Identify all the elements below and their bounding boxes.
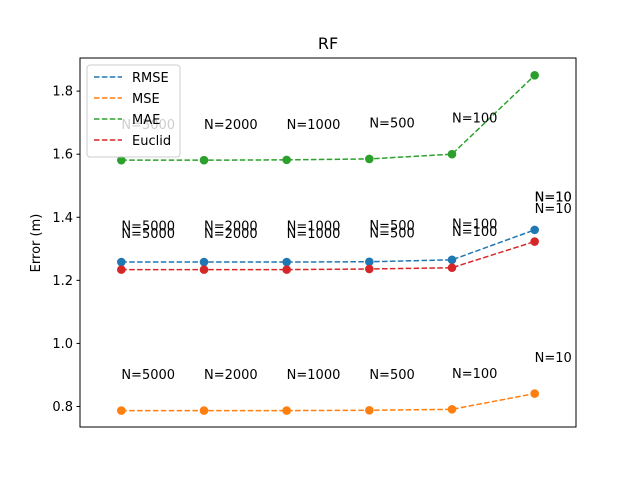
data-point-rmse bbox=[117, 257, 126, 267]
point-annotation: N=100 bbox=[452, 367, 497, 382]
point-annotation: N=500 bbox=[369, 368, 414, 383]
data-point-euclid bbox=[530, 237, 539, 246]
y-tick-label: 1.0 bbox=[52, 337, 73, 352]
data-point-mse bbox=[117, 406, 126, 415]
plot-frame bbox=[79, 57, 577, 428]
series-line-mae bbox=[121, 74, 536, 161]
point-annotation: N=100 bbox=[452, 225, 497, 240]
series-line-euclid bbox=[121, 240, 535, 271]
point-annotation: N=1000 bbox=[287, 118, 341, 133]
y-tick-label: 1.6 bbox=[52, 148, 73, 163]
plot-area: N=5000N=2000N=1000N=500N=100N=10N=5000N=… bbox=[52, 57, 577, 428]
legend-label-euclid: Euclid bbox=[132, 134, 171, 149]
point-annotation: N=1000 bbox=[287, 227, 341, 242]
data-point-euclid bbox=[199, 265, 209, 274]
point-annotation: N=1000 bbox=[287, 220, 341, 235]
point-annotation: N=10 bbox=[535, 351, 572, 366]
point-annotation: N=2000 bbox=[204, 227, 258, 242]
point-annotation: N=1000 bbox=[287, 368, 341, 383]
data-point-mse bbox=[530, 389, 539, 398]
data-point-mse bbox=[365, 405, 374, 415]
series-line-rmse bbox=[121, 229, 535, 263]
data-point-rmse bbox=[365, 257, 374, 267]
point-annotation: N=2000 bbox=[204, 220, 258, 235]
y-tick-label: 1.8 bbox=[52, 85, 73, 100]
data-point-rmse bbox=[447, 255, 457, 265]
data-point-rmse bbox=[530, 225, 539, 235]
y-tick-label: 1.2 bbox=[52, 274, 73, 289]
point-annotation: N=5000 bbox=[121, 220, 175, 235]
legend-box bbox=[86, 64, 181, 158]
data-point-rmse bbox=[199, 257, 209, 267]
data-point-mae bbox=[365, 154, 374, 164]
data-point-mse bbox=[282, 406, 291, 415]
point-annotation: N=100 bbox=[452, 217, 497, 232]
data-point-mse bbox=[199, 406, 209, 415]
legend-label-mae: MAE bbox=[132, 113, 160, 128]
point-annotation: N=500 bbox=[369, 226, 414, 241]
data-point-euclid bbox=[117, 265, 126, 274]
point-annotation: N=500 bbox=[369, 219, 414, 234]
legend-label-mse: MSE bbox=[132, 92, 160, 107]
data-point-euclid bbox=[365, 264, 374, 274]
data-point-mae bbox=[117, 155, 126, 165]
data-point-euclid bbox=[282, 265, 291, 274]
point-annotation: N=100 bbox=[452, 112, 497, 127]
point-annotation: N=10 bbox=[535, 191, 572, 206]
data-point-mae bbox=[199, 155, 209, 165]
point-annotation: N=2000 bbox=[204, 368, 258, 383]
point-annotation: N=10 bbox=[535, 202, 572, 217]
point-annotation: N=5000 bbox=[121, 227, 175, 242]
legend-label-rmse: RMSE bbox=[132, 71, 169, 86]
y-tick-label: 0.8 bbox=[52, 400, 73, 415]
data-point-mae bbox=[282, 155, 291, 165]
y-axis-label: Error (m) bbox=[29, 214, 44, 273]
chart-title: RF bbox=[318, 34, 338, 53]
point-annotation: N=2000 bbox=[204, 118, 258, 133]
point-annotation: N=10 bbox=[535, 191, 572, 206]
data-point-rmse bbox=[282, 257, 291, 267]
y-tick-label: 1.4 bbox=[52, 211, 73, 226]
data-point-mae bbox=[530, 71, 539, 80]
data-point-mse bbox=[447, 405, 457, 414]
series-line-mse bbox=[121, 392, 535, 412]
point-annotation: N=5000 bbox=[121, 368, 175, 383]
point-annotation: N=500 bbox=[369, 116, 414, 131]
data-point-euclid bbox=[447, 263, 457, 273]
data-point-mae bbox=[447, 149, 457, 159]
